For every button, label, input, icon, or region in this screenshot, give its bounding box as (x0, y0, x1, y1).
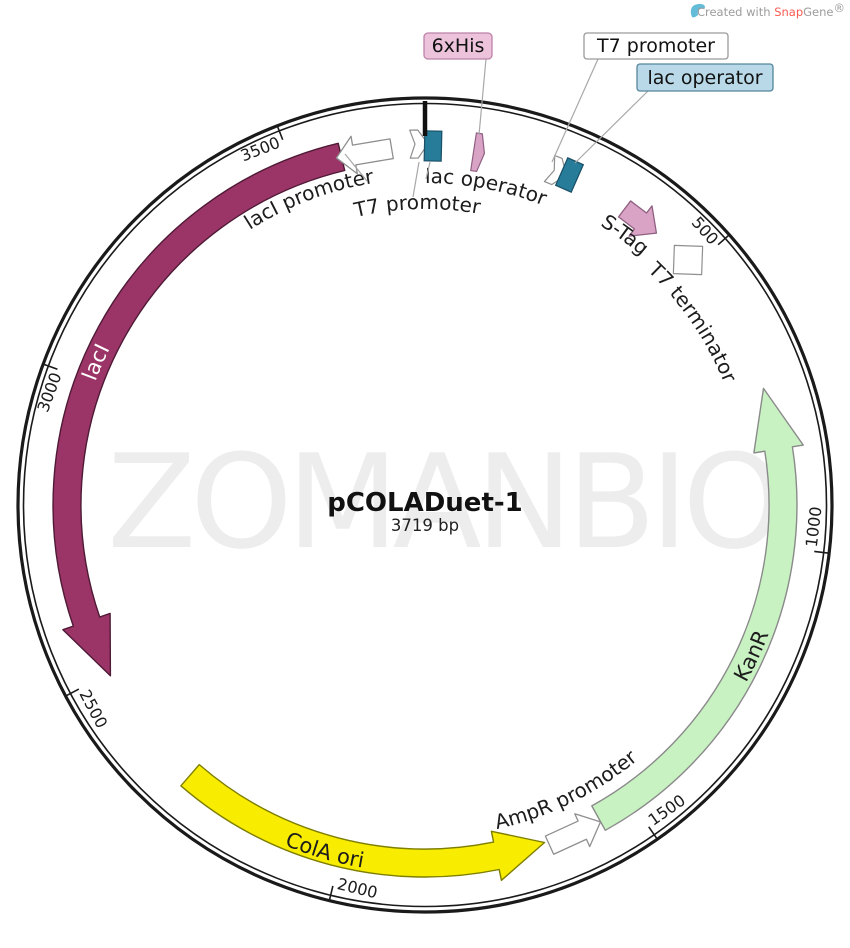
feature-ampr-promoter-arrow (544, 813, 602, 855)
lac-operator-1-shape (423, 130, 443, 162)
tick-3500-mark (276, 125, 284, 141)
leader-t7-promoter-inner (412, 161, 420, 198)
tick-1000-mark (814, 550, 830, 555)
feature-s-tag-arrow (617, 200, 658, 237)
leader-lac-operator-callout (574, 90, 649, 164)
lac-operator-2-shape (554, 157, 585, 193)
plasmid-size: 3719 bp (391, 516, 459, 535)
leader-t7-promoter-callout (551, 58, 599, 163)
credit-brand-snap: Snap (774, 5, 803, 19)
label-t7-terminator: T7 terminator (643, 256, 742, 386)
callout-t7-promoter: T7 promoter (583, 32, 729, 60)
callout-t7-promoter-label: T7 promoter (596, 35, 715, 57)
leader-6xhis (478, 58, 487, 136)
tick-500-label: 500 (688, 213, 722, 248)
snapgene-icon (690, 4, 705, 18)
ampr-promoter-arrow-shape (544, 813, 602, 855)
plasmid-name: pCOLADuet-1 (327, 488, 523, 518)
callout-6xhis: 6xHis (423, 32, 493, 60)
callout-t7-promoter-box (583, 32, 729, 60)
plasmid-ring-outer (16, 96, 834, 914)
t7-promoter-1-arrow-shape (409, 129, 429, 159)
feature-laci-promoter-arrow (335, 135, 394, 175)
laci-promoter-arrow-shape (335, 135, 394, 175)
watermark-text: ZOMANBIO (107, 426, 779, 578)
feature-kanr-arrow (591, 387, 804, 831)
feature-laci-arrow (52, 142, 346, 677)
feature-lac-operator-1-box (423, 130, 443, 162)
feature-6xhis (470, 132, 486, 173)
callout-lac-operator-label: lac operator (647, 67, 762, 89)
feature-t7-promoter-1-arrow (409, 129, 429, 159)
tick-3000-mark (43, 363, 58, 371)
callout-6xhis-label: 6xHis (432, 35, 485, 57)
callout-lac-operator: lac operator (636, 63, 774, 92)
tick-2000-mark (328, 885, 334, 901)
tick-3500-label: 3500 (238, 133, 283, 165)
s-tag-arrow-shape (617, 200, 658, 237)
feature-t7-terminator-diamond (672, 244, 704, 276)
tick-1500-mark (648, 826, 658, 840)
snapgene-credit-text: Created with SnapGene® (697, 1, 845, 19)
callout-6xhis-box (423, 32, 493, 60)
leader-laci-promoter (344, 153, 368, 182)
feature-lac-operator-2-box (554, 157, 585, 193)
tick-1000: 1000 (802, 506, 830, 555)
snapgene-credit: Created with SnapGene® (690, 1, 845, 19)
leader-lac-operator-inner (425, 161, 431, 180)
tick-2500-mark (65, 688, 80, 697)
t7-terminator-shape (672, 244, 704, 276)
label-t7-promoter: T7 promoter (351, 190, 483, 222)
credit-brand-gene: Gene (803, 5, 833, 19)
callout-lac-operator-box (636, 63, 774, 92)
6xhis-shape (470, 132, 486, 173)
tick-500-mark (717, 234, 730, 246)
credit-registered: ® (834, 1, 846, 15)
feature-cola-ori-arrow (180, 763, 546, 881)
credit-prefix: Created with (697, 5, 774, 19)
tick-1000-label: 1000 (802, 506, 826, 549)
